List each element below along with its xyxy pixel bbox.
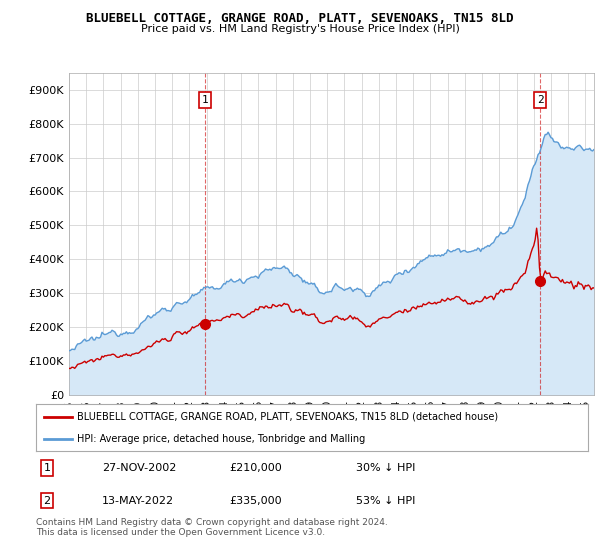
Text: 30% ↓ HPI: 30% ↓ HPI (356, 463, 416, 473)
Text: £335,000: £335,000 (229, 496, 282, 506)
Text: 2: 2 (537, 95, 544, 105)
Text: Contains HM Land Registry data © Crown copyright and database right 2024.
This d: Contains HM Land Registry data © Crown c… (36, 518, 388, 538)
Text: BLUEBELL COTTAGE, GRANGE ROAD, PLATT, SEVENOAKS, TN15 8LD (detached house): BLUEBELL COTTAGE, GRANGE ROAD, PLATT, SE… (77, 412, 499, 422)
Text: 53% ↓ HPI: 53% ↓ HPI (356, 496, 416, 506)
Text: 2: 2 (43, 496, 50, 506)
Text: 27-NOV-2002: 27-NOV-2002 (102, 463, 176, 473)
Text: Price paid vs. HM Land Registry's House Price Index (HPI): Price paid vs. HM Land Registry's House … (140, 24, 460, 34)
Text: 1: 1 (202, 95, 209, 105)
Text: BLUEBELL COTTAGE, GRANGE ROAD, PLATT, SEVENOAKS, TN15 8LD: BLUEBELL COTTAGE, GRANGE ROAD, PLATT, SE… (86, 12, 514, 25)
Text: 13-MAY-2022: 13-MAY-2022 (102, 496, 175, 506)
Text: 1: 1 (44, 463, 50, 473)
Text: £210,000: £210,000 (229, 463, 282, 473)
Text: HPI: Average price, detached house, Tonbridge and Malling: HPI: Average price, detached house, Tonb… (77, 434, 365, 444)
